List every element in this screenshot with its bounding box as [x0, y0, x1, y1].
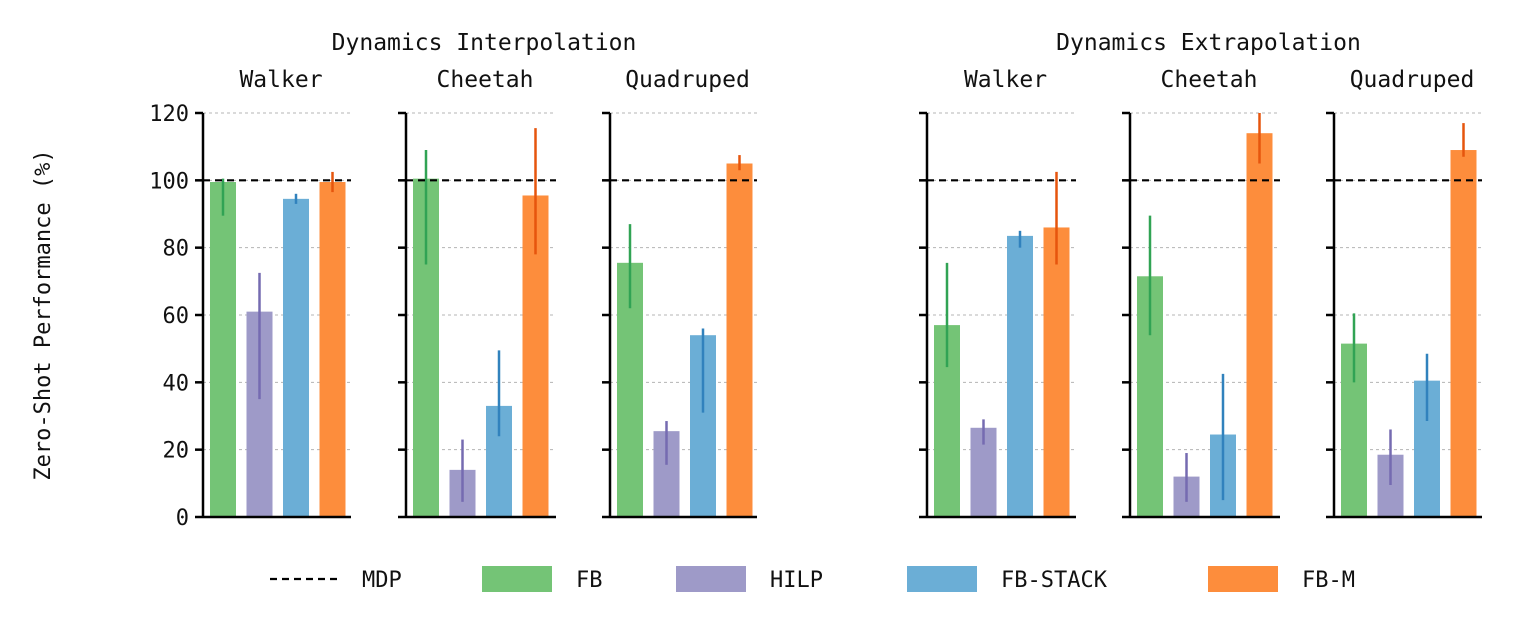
bar-fb-stack — [283, 198, 309, 517]
y-tick-label: 0 — [176, 506, 189, 531]
group-title: Dynamics Interpolation — [332, 30, 637, 56]
y-tick-label: 60 — [163, 304, 190, 329]
legend-label: FB — [576, 568, 603, 593]
bar-fb-m — [319, 182, 346, 517]
panel-title: Cheetah — [437, 67, 534, 93]
bar-fb-m — [1450, 150, 1477, 518]
panel-title: Cheetah — [1161, 67, 1258, 93]
bar-fb-stack — [1007, 235, 1033, 517]
y-tick-label: 40 — [163, 371, 190, 396]
legend-swatch-fb — [482, 566, 552, 592]
panel-title: Walker — [239, 67, 322, 93]
y-tick-label: 120 — [149, 102, 189, 127]
y-axis-label: Zero-Shot Performance (%) — [31, 149, 56, 480]
y-tick-label: 80 — [163, 237, 190, 262]
legend-label: MDP — [362, 568, 402, 593]
bar-fb-m — [1246, 133, 1273, 517]
group-title: Dynamics Extrapolation — [1056, 30, 1361, 56]
legend-swatch-hilp — [676, 566, 746, 592]
panel-title: Walker — [964, 67, 1047, 93]
legend-label: HILP — [770, 568, 823, 593]
y-tick-label: 20 — [163, 439, 190, 464]
panel-title: Quadruped — [1350, 67, 1475, 93]
legend-label: FB-M — [1302, 568, 1355, 593]
legend-swatch-fb-m — [1208, 566, 1278, 592]
y-tick-label: 100 — [149, 169, 189, 194]
panel-title: Quadruped — [625, 67, 750, 93]
bar-fb — [210, 182, 236, 517]
legend-label: FB-STACK — [1001, 568, 1108, 593]
legend-swatch-fb-stack — [907, 566, 977, 592]
bar-fb-m — [726, 163, 753, 517]
bar-fb-m — [1043, 227, 1070, 517]
